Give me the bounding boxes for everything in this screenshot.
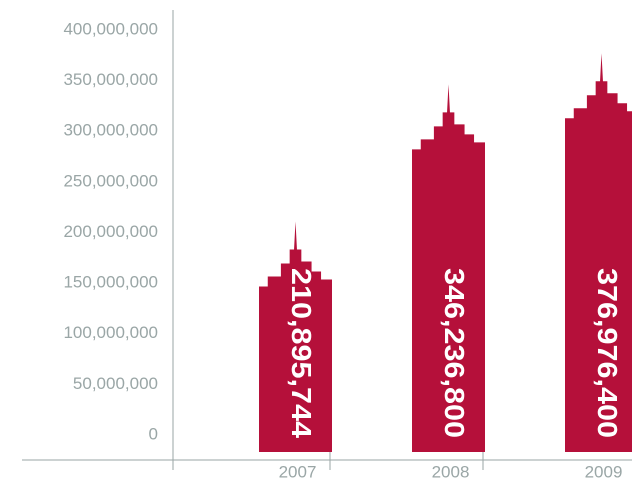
y-tick-label: 50,000,000 bbox=[73, 374, 158, 393]
x-tick-label: 2008 bbox=[432, 462, 470, 481]
y-tick-label: 300,000,000 bbox=[63, 121, 158, 140]
value-label: 376,976,400 bbox=[592, 268, 623, 438]
y-tick-label: 200,000,000 bbox=[63, 222, 158, 241]
bar bbox=[565, 53, 632, 452]
y-tick-label: 100,000,000 bbox=[63, 323, 158, 342]
y-tick-label: 250,000,000 bbox=[63, 171, 158, 190]
y-tick-label: 0 bbox=[149, 424, 158, 443]
y-tick-label: 150,000,000 bbox=[63, 273, 158, 292]
x-tick-label: 2009 bbox=[585, 462, 623, 481]
value-label: 346,236,800 bbox=[439, 268, 470, 438]
bar bbox=[412, 84, 485, 452]
bar bbox=[259, 221, 332, 452]
value-label: 210,895,744 bbox=[286, 268, 317, 438]
y-tick-label: 350,000,000 bbox=[63, 70, 158, 89]
y-tick-label: 400,000,000 bbox=[63, 19, 158, 38]
x-tick-label: 2007 bbox=[279, 462, 317, 481]
